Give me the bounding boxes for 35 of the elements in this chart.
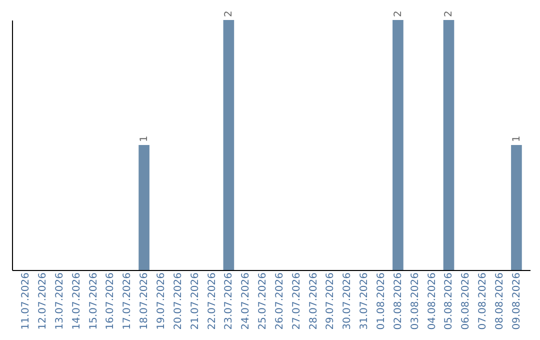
x-tick-label: 12.07.2026 (37, 272, 48, 330)
x-tick-label: 14.07.2026 (71, 272, 82, 330)
data-label: 2 (392, 10, 404, 17)
x-tick-label: 02.08.2026 (392, 272, 404, 330)
x-tick-label: 06.08.2026 (460, 272, 472, 330)
x-tick-label: 30.07.2026 (342, 272, 354, 330)
x-tick-label: 01.08.2026 (376, 272, 388, 330)
x-tick-label: 17.07.2026 (122, 272, 134, 330)
x-tick-label: 04.08.2026 (426, 272, 438, 330)
x-tick-label: 22.07.2026 (206, 272, 218, 330)
x-tick-label: 20.07.2026 (172, 272, 184, 330)
x-tick-label: 15.07.2026 (88, 272, 100, 330)
x-tick-label: 23.07.2026 (224, 272, 235, 330)
x-tick-label: 03.08.2026 (410, 272, 421, 330)
x-tick-label: 27.07.2026 (291, 272, 302, 330)
x-tick-label: 26.07.2026 (274, 272, 286, 330)
x-tick-label: 19.07.2026 (156, 272, 167, 330)
x-tick-label: 18.07.2026 (139, 272, 150, 330)
x-tick-label: 25.07.2026 (258, 272, 269, 330)
x-tick-label: 24.07.2026 (240, 272, 252, 330)
x-tick-label: 16.07.2026 (105, 272, 116, 330)
x-tick-label: 21.07.2026 (190, 272, 201, 330)
x-tick-label: 07.08.2026 (478, 272, 489, 330)
x-tick-label: 05.08.2026 (444, 272, 455, 330)
data-label: 2 (444, 10, 455, 17)
x-tick-label: 31.07.2026 (359, 272, 370, 330)
x-tick-label: 28.07.2026 (308, 272, 320, 330)
x-tick-label: 08.08.2026 (494, 272, 506, 330)
data-label: 1 (511, 136, 522, 142)
data-label: 1 (139, 136, 150, 142)
x-tick-label: 09.08.2026 (511, 272, 522, 330)
x-tick-label: 29.07.2026 (325, 272, 336, 330)
x-tick-label: 11.07.2026 (20, 272, 32, 330)
data-label: 2 (224, 10, 235, 17)
x-tick-label: 13.07.2026 (54, 272, 66, 330)
